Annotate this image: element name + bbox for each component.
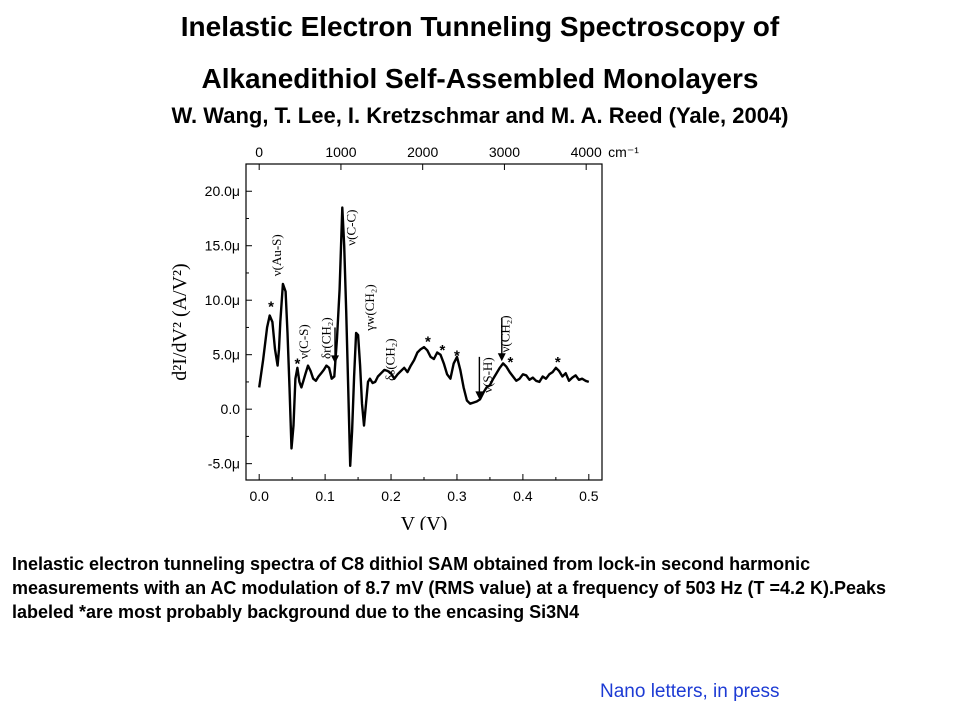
vibration-mode-label: ν(C-C): [343, 210, 358, 246]
y-axis-label: d²I/dV² (A/V²): [169, 263, 191, 380]
top-tick-label: 3000: [489, 144, 520, 160]
peak-arrow-head: [497, 353, 506, 362]
top-tick-label: 4000: [571, 144, 602, 160]
background-peak-star: *: [440, 342, 446, 359]
y-tick-label: 15.0μ: [205, 238, 240, 254]
iets-spectrum-chart: 0.0 0.1 0.2 0.3 0.4 0.5 -5.0μ 0.0 5.0μ 10.0μ 15.0μ…: [169, 144, 639, 530]
vibration-mode-label: ν(CH₂): [498, 315, 513, 352]
x-tick-label: 0.0: [249, 488, 269, 504]
top-tick-label: 2000: [407, 144, 438, 160]
background-peak-star: *: [507, 354, 513, 371]
background-peak-star: *: [425, 334, 431, 351]
x-tick-label: 0.1: [315, 488, 335, 504]
background-peak-star: *: [268, 299, 274, 316]
top-axis-unit: cm⁻¹: [608, 144, 639, 160]
vibration-mode-label: δr(CH₂): [318, 317, 333, 359]
slide-title-line2: Alkanedithiol Self-Assembled Monolayers: [201, 63, 759, 94]
citation-text: Nano letters, in press: [600, 681, 780, 702]
y-tick-label: 0.0: [221, 401, 241, 417]
spectrum-line: [258, 206, 590, 467]
x-tick-label: 0.3: [447, 488, 467, 504]
top-tick-label: 0: [255, 144, 263, 160]
vibration-mode-label: ν(C-S): [296, 324, 311, 359]
background-peak-star: *: [454, 348, 460, 365]
plot-frame: [245, 163, 603, 481]
x-tick-label: 0.4: [513, 488, 533, 504]
y-tick-label: 10.0μ: [205, 292, 240, 308]
background-peak-star: *: [295, 355, 301, 372]
peak-arrow-head: [331, 355, 339, 364]
vibration-mode-label: ν(S-H): [480, 357, 495, 392]
y-tick-label: -5.0μ: [208, 456, 240, 472]
top-tick-label: 1000: [325, 144, 356, 160]
vibration-mode-label: δs(CH₂): [382, 338, 397, 380]
peak-arrow-head: [475, 391, 484, 400]
slide-title-line1: Inelastic Electron Tunneling Spectroscop…: [180, 11, 780, 42]
y-tick-label: 20.0μ: [205, 183, 240, 199]
x-axis-label: V (V): [401, 513, 448, 530]
y-tick-label: 5.0μ: [212, 347, 240, 363]
slide-authors: W. Wang, T. Lee, I. Kretzschmar and M. A…: [171, 103, 789, 128]
vibration-mode-label: γw(CH₂): [362, 284, 377, 331]
figure-caption: Inelastic electron tunneling spectra of …: [12, 554, 887, 622]
vibration-mode-label: ν(Au-S): [269, 234, 284, 276]
background-peak-star: *: [555, 354, 561, 371]
x-tick-label: 0.2: [381, 488, 401, 504]
x-tick-label: 0.5: [579, 488, 599, 504]
